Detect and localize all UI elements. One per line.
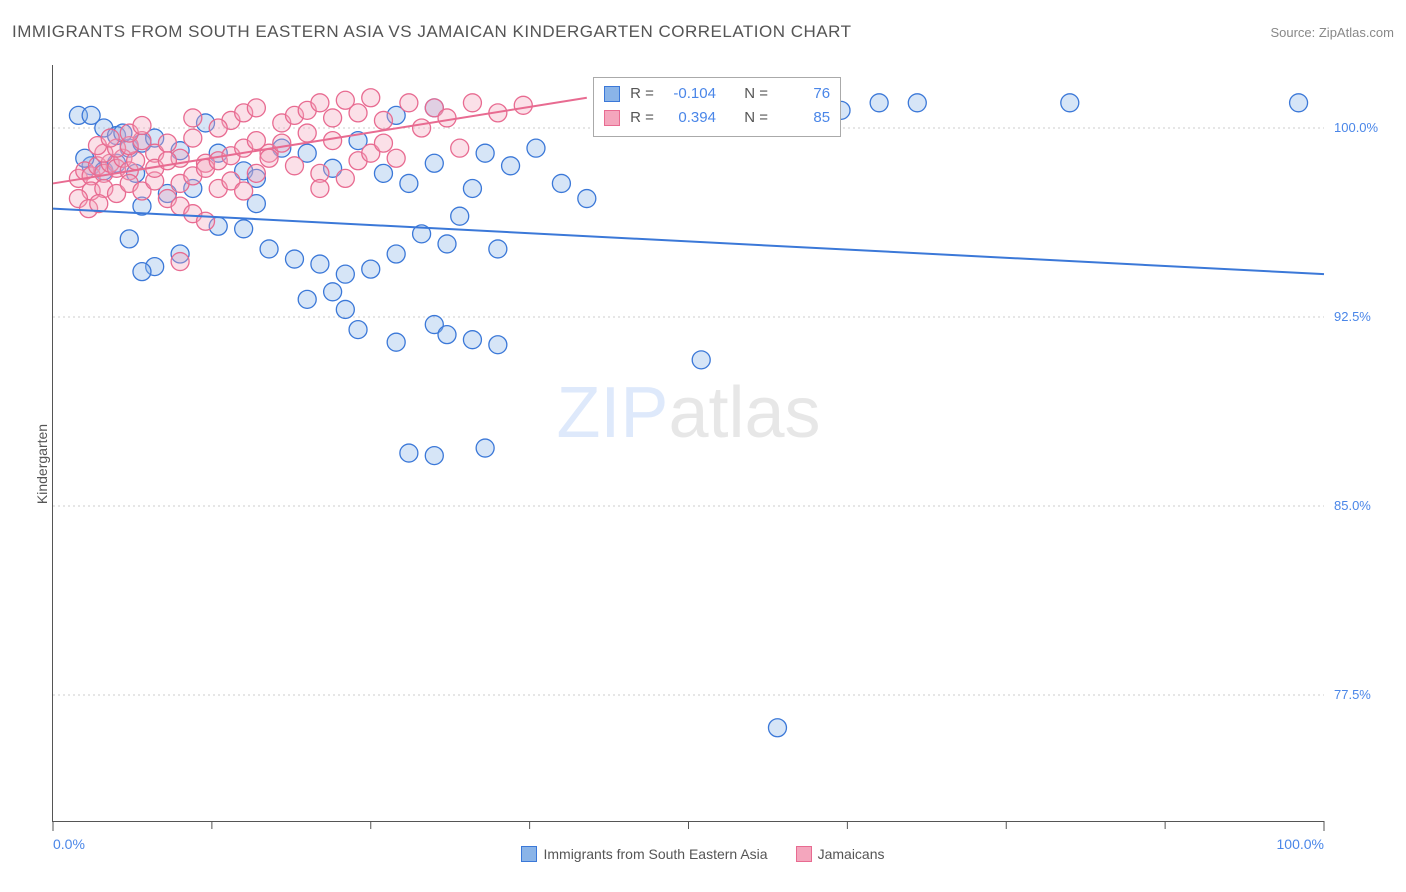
- plot-area: ZIPatlas 77.5%85.0%92.5%100.0%0.0%100.0%…: [52, 65, 1324, 822]
- legend-label-pink: Jamaicans: [818, 846, 885, 862]
- legend-row-pink: R = 0.394 N = 85: [604, 106, 830, 130]
- legend-r-value-pink: 0.394: [664, 106, 716, 130]
- correlation-legend: R = -0.104 N = 76 R = 0.394 N = 85: [593, 77, 841, 137]
- legend-n-value-blue: 76: [778, 82, 830, 106]
- svg-text:100.0%: 100.0%: [1334, 120, 1379, 135]
- chart-title: IMMIGRANTS FROM SOUTH EASTERN ASIA VS JA…: [12, 22, 852, 42]
- chart-container: Kindergarten ZIPatlas 77.5%85.0%92.5%100…: [12, 55, 1394, 872]
- legend-r-label-pink: R =: [630, 106, 654, 130]
- series-legend: Immigrants from South Eastern Asia Jamai…: [12, 846, 1394, 862]
- legend-swatch-blue-bottom: [521, 846, 537, 862]
- y-axis-label: Kindergarten: [34, 423, 50, 503]
- legend-r-value-blue: -0.104: [664, 82, 716, 106]
- source-link[interactable]: ZipAtlas.com: [1319, 25, 1394, 40]
- svg-text:77.5%: 77.5%: [1334, 687, 1371, 702]
- legend-swatch-blue: [604, 86, 620, 102]
- legend-n-label-pink: N =: [744, 106, 768, 130]
- source-prefix: Source:: [1270, 25, 1318, 40]
- legend-n-value-pink: 85: [778, 106, 830, 130]
- source-attribution: Source: ZipAtlas.com: [1270, 25, 1394, 40]
- legend-swatch-pink: [604, 110, 620, 126]
- legend-swatch-pink-bottom: [796, 846, 812, 862]
- legend-item-pink: Jamaicans: [796, 846, 885, 862]
- svg-text:92.5%: 92.5%: [1334, 309, 1371, 324]
- legend-row-blue: R = -0.104 N = 76: [604, 82, 830, 106]
- legend-label-blue: Immigrants from South Eastern Asia: [543, 846, 767, 862]
- legend-item-blue: Immigrants from South Eastern Asia: [521, 846, 767, 862]
- legend-r-label-blue: R =: [630, 82, 654, 106]
- legend-n-label-blue: N =: [744, 82, 768, 106]
- plot-svg: 77.5%85.0%92.5%100.0%0.0%100.0%: [53, 65, 1324, 821]
- svg-text:85.0%: 85.0%: [1334, 498, 1371, 513]
